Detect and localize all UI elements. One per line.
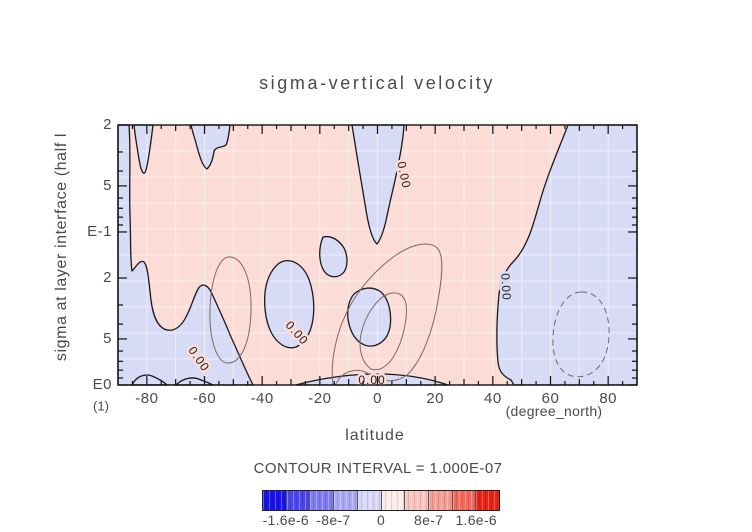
axis-ticks [118, 124, 637, 386]
x-tick-label: -20 [308, 390, 332, 407]
y-axis-tick-labels: 2 5 E-1 2 5 E0 [68, 0, 112, 532]
colorbar-segment [285, 491, 310, 510]
plot-frame [117, 124, 638, 386]
colorbar-segment [427, 491, 452, 510]
x-tick-label: -80 [135, 390, 159, 407]
y-tick-label: E0 [92, 376, 112, 393]
x-tick-label: 0 [373, 390, 382, 407]
y-tick-label: 5 [103, 329, 112, 347]
colorbar-tick-label: -8e-7 [316, 512, 351, 528]
colorbar-segment [451, 491, 476, 510]
negative-dashed-contour [552, 291, 610, 378]
colorbar [262, 490, 500, 511]
gridlines [118, 125, 637, 385]
x-tick-label: 60 [541, 390, 560, 407]
x-tick-label: 40 [483, 390, 502, 407]
colorbar-segment [263, 491, 286, 510]
colorbar-segment [309, 491, 334, 510]
colorbar-segment [356, 491, 381, 510]
colorbar-segment [333, 491, 357, 510]
y-tick-label: E-1 [87, 222, 112, 240]
colorbar-tick-label: 1.6e-6 [455, 512, 497, 528]
colorbar-tick-label: 0 [376, 512, 386, 528]
zero-contour-label: 0.00 [498, 273, 513, 301]
x-axis-label: latitude [345, 427, 405, 444]
y-tick-label: 2 [103, 269, 112, 287]
y-tick-label: 5 [103, 176, 112, 194]
positive-thin-contours [209, 243, 443, 386]
colorbar-tick-label: 8e-7 [413, 512, 444, 528]
x-axis-unit: (degree_north) [505, 403, 603, 419]
x-tick-label: 20 [426, 390, 444, 407]
x-tick-label: -40 [250, 390, 274, 407]
x-tick-label: -60 [192, 390, 217, 407]
chart-title: sigma-vertical velocity [259, 73, 495, 93]
colorbar-tick-labels: -1.6e-6 -8e-7 0 8e-7 1.6e-6 [262, 512, 500, 528]
y-axis-unit: (1) [93, 398, 109, 414]
x-tick-label: 80 [599, 390, 617, 407]
colorbar-segment [404, 491, 428, 510]
y-tick-label: 2 [103, 116, 112, 133]
x-axis-tick-labels: -80 -60 -40 -20 0 20 40 60 80 [118, 390, 637, 408]
colorbar-segment [475, 491, 500, 510]
colorbar-segment [380, 491, 405, 510]
colorbar-tick-label: -1.6e-6 [262, 512, 310, 528]
contour-interval-caption: CONTOUR INTERVAL = 1.000E-07 [253, 460, 503, 477]
